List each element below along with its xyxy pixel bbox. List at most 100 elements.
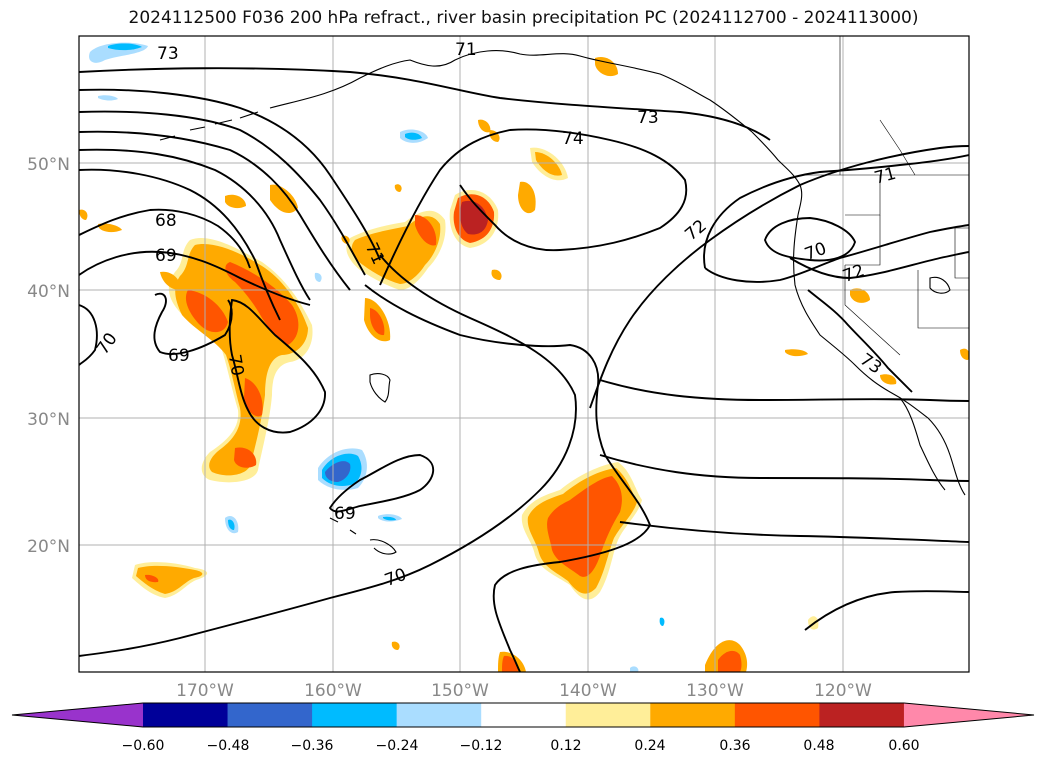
lon-label: 130°W: [686, 681, 744, 701]
precip-area: [370, 308, 385, 336]
lon-label: 140°W: [559, 681, 617, 701]
precip-area: [79, 209, 88, 220]
precip-area: [244, 378, 263, 417]
precip-area: [228, 519, 235, 530]
contour-label: 70: [382, 565, 409, 591]
colorbar-tick-label: 0.48: [803, 738, 834, 754]
colorbar-extend-right: [903, 703, 1034, 727]
colorbar-tick-label: −0.24: [376, 738, 419, 754]
alaska-coast: [269, 50, 753, 133]
precip-area: [785, 349, 808, 357]
colorbar-tick-label: −0.60: [122, 738, 165, 754]
precip-area: [630, 666, 639, 672]
aleutians: [159, 111, 259, 141]
precip-area: [108, 43, 142, 51]
contour-line: [704, 224, 969, 283]
contour-line: [763, 217, 857, 262]
colorbar-tick-label: 0.24: [634, 738, 665, 754]
contour-line: [328, 454, 435, 513]
colorbar-segment: [734, 703, 820, 727]
colorbar-tick-label: 0.12: [550, 738, 581, 754]
contour-line: [228, 298, 326, 434]
contour-label: 73: [637, 108, 659, 128]
precip-area: [145, 574, 159, 583]
colorbar-tick-label: 0.36: [719, 738, 750, 754]
colorbar-segment: [396, 703, 482, 727]
lon-label: 120°W: [814, 681, 872, 701]
colorbar-tick-labels: −0.60 −0.48 −0.36 −0.24 −0.12 0.12 0.24 …: [122, 738, 920, 754]
bc-coast: [751, 131, 803, 216]
contour-label: 71: [455, 40, 477, 60]
lat-label: 20°N: [27, 537, 70, 557]
contour-line: [804, 590, 969, 631]
colorbar: [11, 702, 1035, 728]
colorbar-segment: [227, 703, 313, 727]
precip-area: [383, 516, 396, 521]
precip-area: [225, 262, 299, 345]
precip-area: [535, 152, 562, 176]
colorbar-outline: [11, 702, 1035, 728]
precip-area: [394, 184, 402, 192]
refractivity-contours: [79, 67, 969, 672]
precip-area: [880, 374, 897, 385]
precip-area: [547, 476, 622, 577]
lat-label: 50°N: [27, 155, 70, 175]
colorbar-segment: [312, 703, 398, 727]
colorbar-extend-left: [12, 703, 143, 727]
precip-area: [478, 119, 491, 133]
hawaii: [329, 517, 397, 555]
contour-label: 69: [334, 504, 356, 524]
precip-area: [325, 461, 351, 482]
contour-line: [79, 110, 366, 276]
contour-line: [703, 154, 969, 269]
precip-area: [460, 200, 488, 235]
colorbar-segment: [819, 703, 905, 727]
contour-label: 73: [157, 44, 179, 64]
contour-label: 69: [168, 346, 190, 366]
precip-area: [98, 223, 122, 233]
contour-line: [807, 289, 913, 393]
contour-label: 71: [872, 164, 898, 189]
contour-line: [589, 145, 969, 409]
precip-area: [136, 565, 203, 594]
island-outline: [369, 373, 391, 403]
contour-line: [79, 148, 311, 301]
longitude-labels: 170°W 160°W 150°W 140°W 130°W 120°W: [176, 681, 872, 701]
precip-area: [98, 95, 118, 101]
lon-label: 170°W: [176, 681, 234, 701]
contour-line: [599, 379, 969, 402]
contour-line: [364, 284, 652, 672]
precip-area: [659, 617, 665, 626]
graticule: [79, 36, 969, 672]
contour-line: [79, 88, 381, 261]
precip-area: [595, 56, 618, 77]
contour-line: [79, 250, 311, 306]
lat-label: 30°N: [27, 410, 70, 430]
precip-area: [270, 184, 298, 214]
state-borders: [805, 36, 969, 356]
precip-area: [850, 288, 870, 303]
contour-line: [379, 128, 688, 286]
lat-label: 40°N: [27, 282, 70, 302]
contour-line: [789, 251, 969, 279]
contour-label: 74: [562, 129, 584, 149]
precip-area: [314, 272, 322, 282]
precip-area: [391, 641, 400, 650]
contour-line: [79, 67, 771, 141]
colorbar-segment: [481, 703, 567, 727]
lon-label: 160°W: [304, 681, 362, 701]
colorbar-tick-label: −0.36: [291, 738, 334, 754]
precip-area: [718, 650, 742, 672]
contour-label: 73: [856, 350, 885, 379]
map-frame: [78, 35, 970, 673]
contour-line: [79, 208, 251, 269]
precip-area: [518, 181, 536, 214]
latitude-labels: 50°N 40°N 30°N 20°N: [27, 155, 70, 557]
island-outline: [929, 276, 951, 294]
contour-line: [79, 304, 98, 366]
precip-area: [415, 215, 437, 246]
precip-area: [185, 290, 228, 333]
lon-label: 150°W: [431, 681, 489, 701]
contour-label: 68: [155, 211, 177, 231]
